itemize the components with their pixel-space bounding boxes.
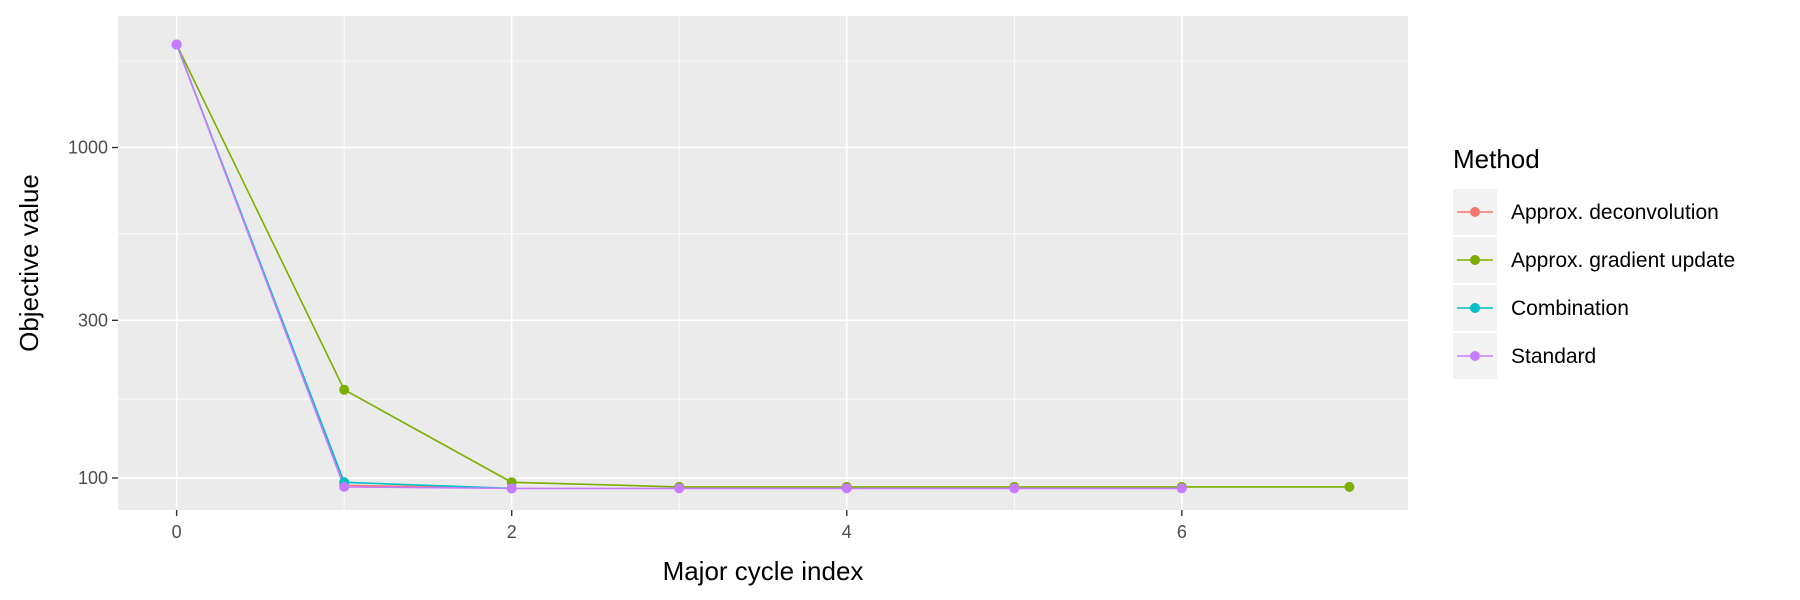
y-axis-title: Objective value bbox=[14, 174, 44, 352]
data-point-standard bbox=[339, 481, 350, 492]
data-point-approx-gradient-update bbox=[1344, 481, 1355, 492]
y-axis: 100 300 1000 bbox=[68, 138, 118, 488]
data-point-standard bbox=[506, 483, 517, 494]
data-point-standard bbox=[674, 483, 685, 494]
legend-label-approx-gradient-update: Approx. gradient update bbox=[1511, 249, 1735, 272]
legend-items: Approx. deconvolution Approx. gradient up… bbox=[1453, 189, 1735, 379]
x-axis-title: Major cycle index bbox=[663, 556, 864, 586]
legend-title: Method bbox=[1453, 144, 1540, 174]
data-point-standard bbox=[171, 39, 182, 50]
data-point-standard bbox=[841, 483, 852, 494]
data-point-standard bbox=[1009, 483, 1020, 494]
x-tick-label: 2 bbox=[507, 522, 517, 542]
legend-key-point-standard bbox=[1470, 351, 1480, 361]
legend: Method Approx. deconvolution Approx. grad… bbox=[1453, 144, 1735, 379]
x-tick-label: 6 bbox=[1177, 522, 1187, 542]
y-tick-label: 1000 bbox=[68, 138, 108, 158]
series-line-approx-gradient-update bbox=[175, 44, 1350, 488]
x-tick-label: 0 bbox=[172, 522, 182, 542]
legend-label-approx-deconvolution: Approx. deconvolution bbox=[1511, 201, 1719, 224]
legend-key-point-approx-gradient-update bbox=[1470, 255, 1480, 265]
x-axis: 0 2 4 6 bbox=[172, 510, 1187, 542]
legend-key-point-combination bbox=[1470, 303, 1480, 313]
panel-background bbox=[118, 16, 1408, 510]
data-point-approx-gradient-update bbox=[339, 384, 350, 395]
x-tick-label: 4 bbox=[842, 522, 852, 542]
y-tick-label: 300 bbox=[78, 310, 108, 330]
legend-label-standard: Standard bbox=[1511, 345, 1596, 368]
legend-label-combination: Combination bbox=[1511, 297, 1629, 320]
data-point-standard bbox=[1176, 483, 1187, 494]
y-tick-label: 100 bbox=[78, 468, 108, 488]
legend-key-point-approx-deconvolution bbox=[1470, 207, 1480, 217]
grid-minor bbox=[118, 16, 1408, 510]
grid-major bbox=[118, 16, 1408, 510]
series-layer bbox=[171, 39, 1355, 494]
